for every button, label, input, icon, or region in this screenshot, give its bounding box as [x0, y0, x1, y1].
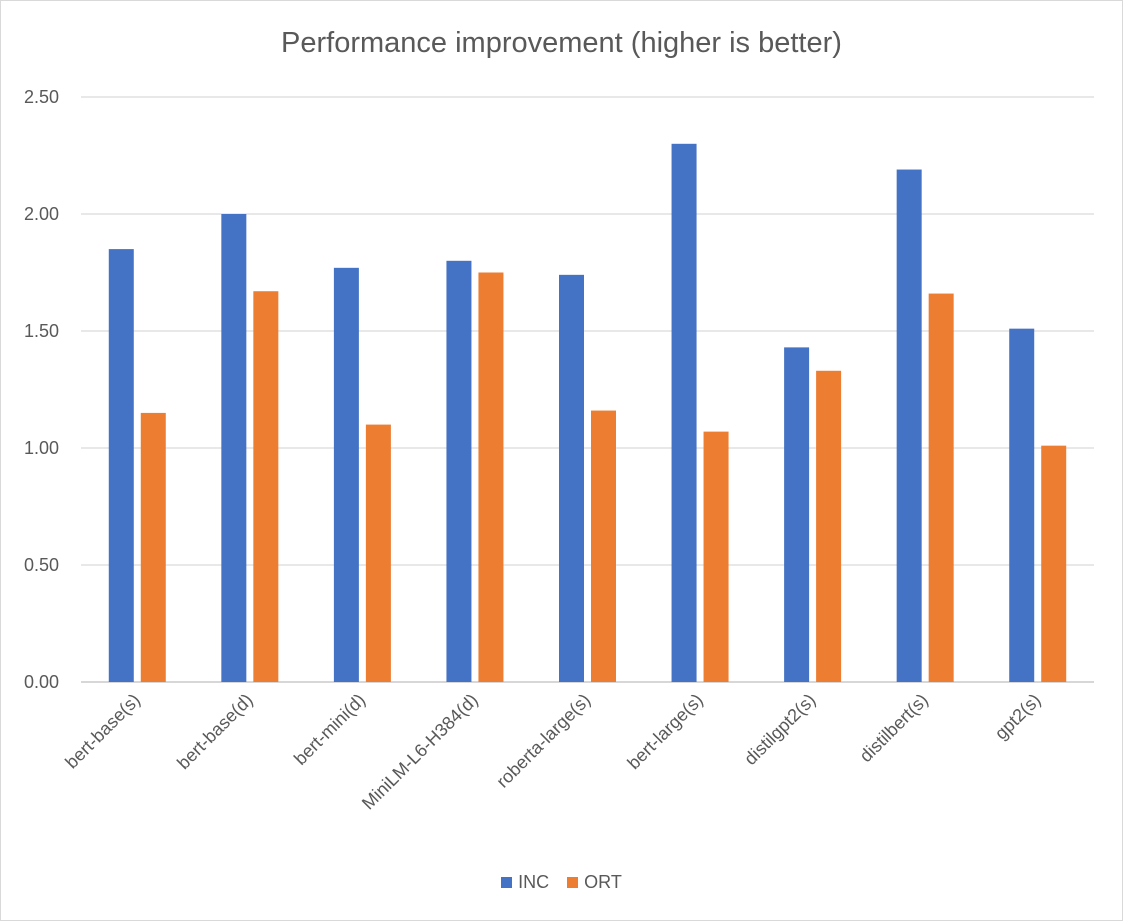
bar-inc-0 [108, 249, 134, 682]
bar-ort-4 [591, 410, 616, 682]
y-tick-label: 2.50 [24, 87, 59, 107]
legend-swatch [501, 877, 513, 888]
legend: INC ORT [1, 872, 1122, 893]
legend-item-ort: ORT [567, 872, 622, 893]
legend-swatch [567, 877, 579, 888]
bar-ort-8 [1041, 445, 1067, 682]
y-tick-label: 0.50 [24, 555, 59, 575]
bar-inc-1 [221, 214, 247, 682]
bar-inc-3 [446, 260, 472, 682]
bar-ort-0 [140, 412, 166, 682]
y-tick-label: 1.00 [24, 438, 59, 458]
legend-item-inc: INC [501, 872, 549, 893]
chart-title: Performance improvement (higher is bette… [281, 27, 842, 59]
bar-ort-3 [478, 272, 504, 682]
x-tick-label: gpt2(s) [991, 690, 1045, 744]
x-tick-label: MiniLM-L6-H384(d) [358, 690, 482, 814]
bar-inc-2 [333, 267, 359, 682]
x-tick-label: roberta-large(s) [492, 690, 594, 792]
bar-ort-1 [253, 291, 279, 682]
legend-label: ORT [584, 872, 622, 892]
y-tick-label: 2.00 [24, 204, 59, 224]
bar-inc-5 [671, 143, 697, 683]
x-tick-label: bert-base(s) [61, 690, 144, 773]
x-tick-label: bert-mini(d) [290, 690, 369, 769]
bar-ort-6 [816, 370, 842, 682]
y-tick-label: 1.50 [24, 321, 59, 341]
y-tick-label: 0.00 [24, 672, 59, 692]
bar-ort-5 [703, 431, 729, 682]
legend-label: INC [518, 872, 550, 892]
bar-ort-7 [928, 293, 954, 682]
x-tick-label: distilgpt2(s) [740, 690, 819, 769]
bar-inc-8 [1009, 328, 1035, 682]
bar-inc-4 [559, 274, 584, 682]
x-tick-label: bert-base(d) [173, 690, 256, 773]
x-tick-label: distilbert(s) [856, 690, 932, 766]
bar-inc-6 [784, 347, 810, 682]
bar-inc-7 [896, 169, 922, 683]
x-tick-label: bert-large(s) [623, 690, 706, 773]
bar-ort-2 [365, 424, 391, 682]
